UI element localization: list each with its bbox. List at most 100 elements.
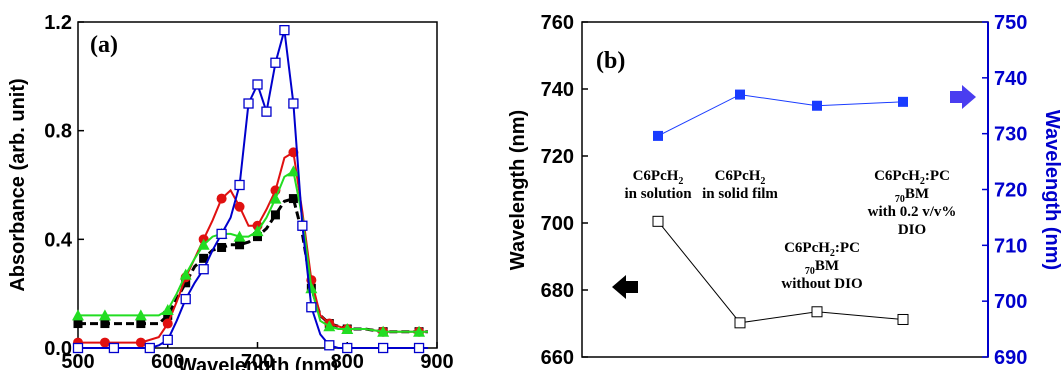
panel-a-x-tick-label: 900 xyxy=(420,351,453,370)
panel-a-point-s2 xyxy=(134,309,147,321)
panel-b-annotation-line: DIO xyxy=(898,222,926,238)
panel-b-left-tick-label: 720 xyxy=(541,146,574,168)
panel-a-label: (a) xyxy=(90,32,118,58)
panel-a-point-s1 xyxy=(162,318,173,329)
panel-a-point-s0 xyxy=(288,194,298,204)
panel-b-left-y-axis-label: Wavelength (nm) xyxy=(507,110,529,270)
panel-a-point-s2 xyxy=(179,268,192,280)
panel-b-left-tick-label: 660 xyxy=(541,347,574,369)
panel-b-left-tick-label: 680 xyxy=(541,280,574,302)
panel-a-point-s3 xyxy=(306,302,317,313)
panel-b-series-line-0 xyxy=(657,220,904,324)
panel-a-point-s3 xyxy=(297,220,308,231)
panel-a-point-s0 xyxy=(100,319,110,329)
panel-b-point-left xyxy=(811,306,823,318)
panel-a-plot-frame xyxy=(77,21,438,349)
panel-b-right-y-axis-label: Wavelength (nm) xyxy=(1041,110,1062,270)
panel-a-point-s2 xyxy=(305,282,318,294)
panel-a-x-tick-label: 800 xyxy=(331,351,364,370)
panel-b-series xyxy=(652,89,909,329)
left-axis-arrow-icon xyxy=(612,275,638,299)
panel-a-point-s3 xyxy=(252,79,263,90)
panel-a-point-s3 xyxy=(288,98,299,109)
panel-b-annotation-line: C6PcH2 xyxy=(715,168,766,187)
panel-a-series-line-1 xyxy=(78,150,428,344)
panel-a-series-line-0 xyxy=(78,196,428,334)
panel-b-point-right xyxy=(653,130,663,141)
panel-a-series xyxy=(72,24,428,354)
panel-a-point-s3 xyxy=(324,340,335,351)
panel-a-point-s2 xyxy=(269,192,282,204)
panel-a-y-axis-label: Absorbance (arb. unit) xyxy=(7,78,29,291)
panel-b-annotation-line: in solid film xyxy=(702,186,778,202)
panel-a-point-s0 xyxy=(199,253,209,263)
panel-a-point-s2 xyxy=(161,303,174,315)
panel-a-point-s0 xyxy=(217,242,227,252)
panel-b-left-tick-label: 700 xyxy=(541,213,574,235)
panel-b-right-tick-label: 700 xyxy=(994,291,1027,313)
panel-a-series-line-2 xyxy=(78,169,428,333)
panel-b-annotation-line: C6PcH2:PC xyxy=(784,240,860,259)
panel-a-point-s3 xyxy=(279,24,290,36)
panel-a-point-s2 xyxy=(341,322,354,334)
panel-a-point-s2 xyxy=(233,230,246,242)
panel-a-point-s0 xyxy=(253,232,262,242)
panel-a-point-s0 xyxy=(181,278,191,288)
panel-a-point-s3 xyxy=(72,342,84,354)
panel-b-right-tick-label: 740 xyxy=(994,68,1027,90)
panel-b-right-tick-label: 720 xyxy=(994,180,1027,202)
panel-b-left-tick-label: 760 xyxy=(541,12,574,34)
panel-b-point-right xyxy=(898,96,908,107)
panel-a-point-s1 xyxy=(135,337,146,348)
panel-b-left-tick-label: 740 xyxy=(541,79,574,101)
right-axis-arrow-icon xyxy=(950,85,976,109)
panel-b-annotation-line: with 0.2 v/v% xyxy=(868,204,957,220)
panel-a-y-tick-label: 0.4 xyxy=(44,229,73,251)
panel-a-point-s3 xyxy=(180,293,191,305)
panel-a-axes: 500 600 700 800 900 0.0 0.4 0.8 1.2 xyxy=(44,12,454,370)
panel-a-series-line-3 xyxy=(78,29,428,349)
panel-a-point-s0 xyxy=(136,319,146,329)
panel-b-right-tick-label: 710 xyxy=(994,235,1027,257)
panel-a-point-s3 xyxy=(162,334,173,346)
panel-b-point-right xyxy=(735,89,745,100)
panel-a-point-s2 xyxy=(72,309,84,321)
panel-a-y-tick-label: 0.8 xyxy=(44,121,72,143)
panel-b-point-right xyxy=(812,100,822,111)
panel-a-point-s3 xyxy=(243,98,254,109)
panel-b-right-tick-label: 690 xyxy=(994,347,1027,369)
panel-a-point-s2 xyxy=(377,325,390,337)
panel-a-y-tick-label: 1.2 xyxy=(44,12,72,34)
panel-b-label: (b) xyxy=(596,48,625,74)
panel-a-point-s0 xyxy=(270,210,280,220)
panel-a-point-s3 xyxy=(270,57,281,68)
panel-a-point-s3 xyxy=(261,106,272,117)
panel-a-x-tick-label: 500 xyxy=(61,351,94,370)
panel-a-x-tick-label: 600 xyxy=(151,351,184,370)
panel-a-point-s2 xyxy=(323,320,336,332)
panel-a-point-s2 xyxy=(413,325,426,337)
panel-b-point-left xyxy=(734,317,746,329)
panel-a-point-s3 xyxy=(342,342,353,354)
panel-b-annotation-line: C6PcH2 xyxy=(633,168,684,187)
panel-b-right-tick-label: 750 xyxy=(994,12,1027,34)
panel-a-point-s0 xyxy=(163,310,173,320)
panel-b-right-tick-label: 730 xyxy=(994,124,1027,146)
panel-a-point-s3 xyxy=(144,342,155,354)
panel-b-annotation-line: C6PcH2:PC xyxy=(874,168,950,187)
panel-a-point-s3 xyxy=(108,342,120,354)
panel-a-point-s3 xyxy=(234,179,245,191)
panel-a-point-s3 xyxy=(377,342,389,354)
panel-a-point-s3 xyxy=(198,264,209,275)
panel-b-point-left xyxy=(897,313,909,325)
panel-a-point-s3 xyxy=(413,342,425,354)
panel-a-x-axis-label: Wavelength (nm) xyxy=(178,355,338,370)
panel-b-annotation-line: 70BM xyxy=(805,258,839,277)
panel-a-point-s3 xyxy=(216,228,227,240)
panel-b-annotation-line: without DIO xyxy=(781,276,862,292)
panel-b: 660680700720740760690700710720730740750 … xyxy=(507,12,1062,369)
panel-b-annotation-line: 70BM xyxy=(895,186,929,205)
panel-a-point-s1 xyxy=(99,337,110,348)
panel-b-annotation-line: in solution xyxy=(624,186,692,202)
